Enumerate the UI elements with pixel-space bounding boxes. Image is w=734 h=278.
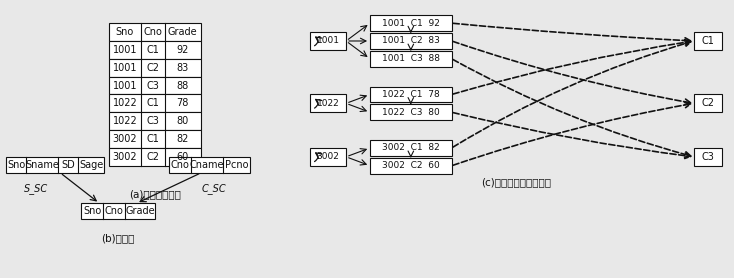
FancyBboxPatch shape	[694, 95, 722, 112]
FancyBboxPatch shape	[109, 112, 200, 130]
Text: 1022  C3  80: 1022 C3 80	[382, 108, 440, 117]
Text: Cno: Cno	[104, 206, 123, 216]
FancyBboxPatch shape	[370, 33, 451, 49]
FancyBboxPatch shape	[81, 203, 155, 219]
FancyBboxPatch shape	[169, 157, 250, 173]
Text: 3002: 3002	[316, 152, 340, 161]
FancyBboxPatch shape	[370, 86, 451, 102]
Text: SD: SD	[61, 160, 75, 170]
Text: (c)学生选课存储示意图: (c)学生选课存储示意图	[481, 178, 551, 188]
Text: C1: C1	[701, 36, 714, 46]
Text: 1001: 1001	[113, 63, 137, 73]
FancyBboxPatch shape	[7, 157, 104, 173]
Text: Sname: Sname	[25, 160, 59, 170]
Text: 88: 88	[177, 81, 189, 91]
Text: C2: C2	[146, 63, 159, 73]
Text: 3002  C1  82: 3002 C1 82	[382, 143, 440, 152]
Text: 92: 92	[176, 45, 189, 55]
Text: Pcno: Pcno	[225, 160, 248, 170]
Text: C1: C1	[146, 134, 159, 144]
Text: 83: 83	[177, 63, 189, 73]
Text: C2: C2	[701, 98, 714, 108]
FancyBboxPatch shape	[370, 140, 451, 156]
Text: Sno: Sno	[7, 160, 26, 170]
Text: 60: 60	[177, 152, 189, 162]
Text: 1001  C1  92: 1001 C1 92	[382, 19, 440, 28]
Text: 1022: 1022	[112, 98, 137, 108]
FancyBboxPatch shape	[109, 148, 200, 166]
FancyBboxPatch shape	[370, 15, 451, 31]
Text: 1001  C3  88: 1001 C3 88	[382, 54, 440, 63]
FancyBboxPatch shape	[109, 77, 200, 95]
Text: 1001: 1001	[316, 36, 340, 46]
Text: C1: C1	[146, 45, 159, 55]
Text: C_SC: C_SC	[201, 183, 226, 194]
Text: 3002: 3002	[112, 134, 137, 144]
Text: Cno: Cno	[170, 160, 189, 170]
Text: Sno: Sno	[116, 27, 134, 37]
FancyBboxPatch shape	[109, 41, 200, 59]
FancyBboxPatch shape	[370, 104, 451, 120]
Text: C3: C3	[146, 116, 159, 126]
Text: Cno: Cno	[143, 27, 162, 37]
FancyBboxPatch shape	[370, 51, 451, 67]
FancyBboxPatch shape	[109, 95, 200, 112]
Text: S_SC: S_SC	[23, 183, 48, 194]
FancyBboxPatch shape	[310, 148, 346, 166]
Text: Grade: Grade	[125, 206, 155, 216]
FancyBboxPatch shape	[310, 32, 346, 50]
Text: C2: C2	[146, 152, 159, 162]
Text: Cname: Cname	[189, 160, 224, 170]
Text: 1001  C2  83: 1001 C2 83	[382, 36, 440, 46]
FancyBboxPatch shape	[109, 23, 200, 41]
Text: C1: C1	[146, 98, 159, 108]
Text: C3: C3	[701, 152, 714, 162]
Text: 80: 80	[177, 116, 189, 126]
FancyBboxPatch shape	[694, 32, 722, 50]
Text: Sage: Sage	[79, 160, 103, 170]
FancyBboxPatch shape	[109, 59, 200, 77]
Text: 3002: 3002	[112, 152, 137, 162]
Text: 1022: 1022	[112, 116, 137, 126]
FancyBboxPatch shape	[109, 130, 200, 148]
FancyBboxPatch shape	[370, 158, 451, 174]
Text: (a)学生选课情况: (a)学生选课情况	[129, 190, 181, 200]
Text: 78: 78	[176, 98, 189, 108]
Text: C3: C3	[146, 81, 159, 91]
Text: 1001: 1001	[113, 81, 137, 91]
Text: 1022  C1  78: 1022 C1 78	[382, 90, 440, 99]
Text: 82: 82	[176, 134, 189, 144]
FancyBboxPatch shape	[310, 95, 346, 112]
FancyBboxPatch shape	[694, 148, 722, 166]
Text: (b)结构图: (b)结构图	[101, 233, 134, 243]
Text: 1001: 1001	[113, 45, 137, 55]
Text: 1022: 1022	[317, 99, 340, 108]
Text: Sno: Sno	[83, 206, 101, 216]
Text: Grade: Grade	[168, 27, 197, 37]
Text: 3002  C2  60: 3002 C2 60	[382, 161, 440, 170]
